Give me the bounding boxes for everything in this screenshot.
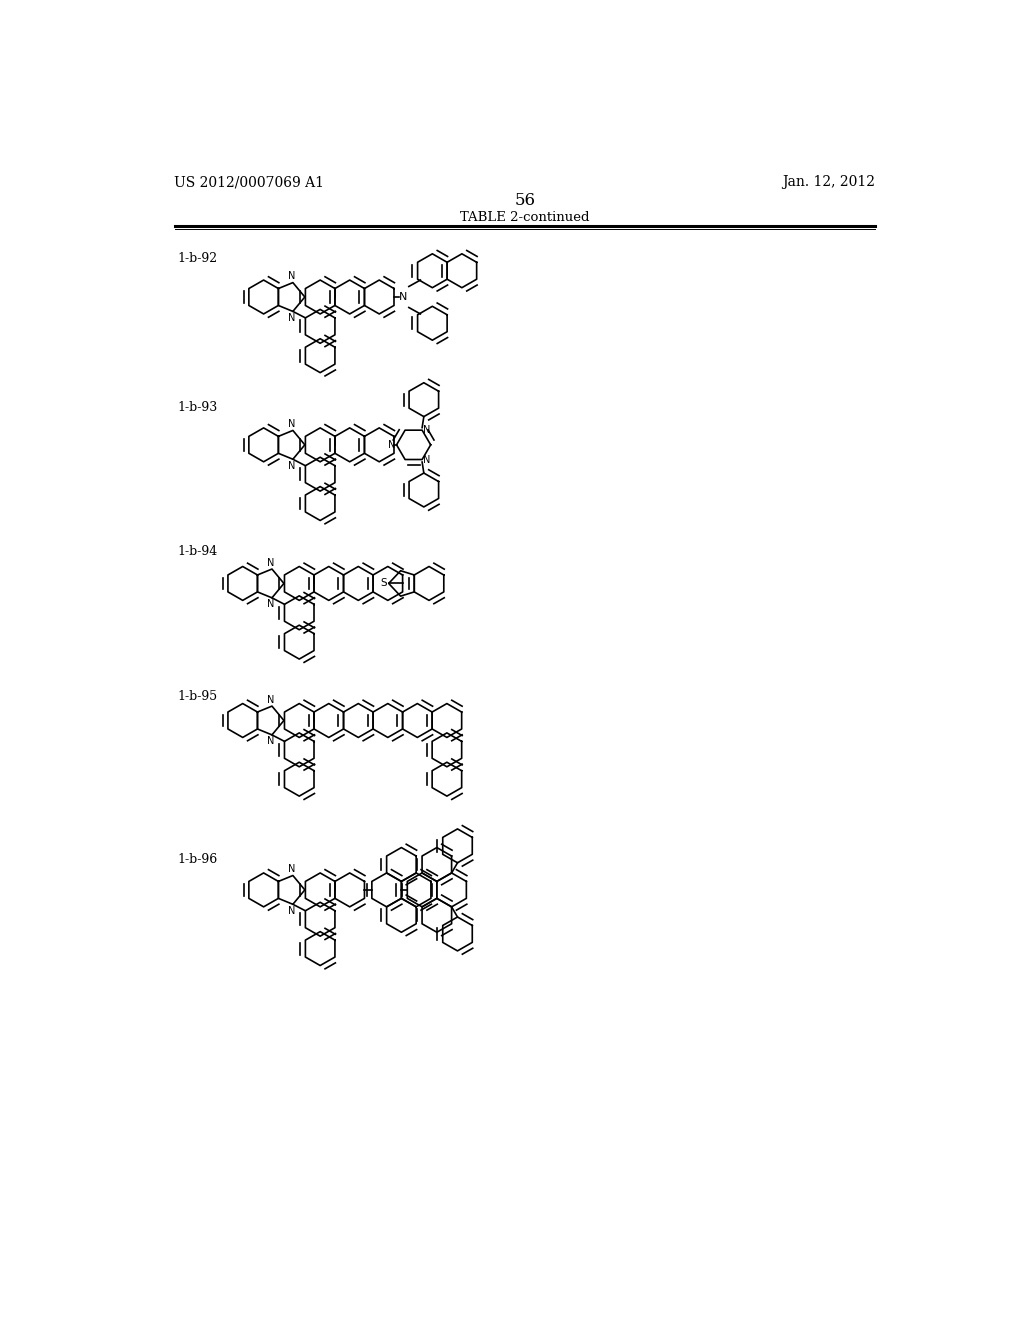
- Text: US 2012/0007069 A1: US 2012/0007069 A1: [174, 176, 325, 189]
- Text: N: N: [267, 694, 274, 705]
- Text: N: N: [399, 292, 408, 302]
- Text: TABLE 2-continued: TABLE 2-continued: [460, 211, 590, 224]
- Text: N: N: [289, 906, 296, 916]
- Text: 1-b-93: 1-b-93: [177, 401, 218, 414]
- Text: N: N: [289, 271, 296, 281]
- Text: 1-b-95: 1-b-95: [177, 689, 218, 702]
- Text: 1-b-92: 1-b-92: [177, 252, 218, 265]
- Text: N: N: [267, 599, 274, 610]
- Text: S: S: [381, 578, 387, 589]
- Text: N: N: [267, 557, 274, 568]
- Text: 1-b-96: 1-b-96: [177, 853, 218, 866]
- Text: N: N: [388, 440, 395, 450]
- Text: 1-b-94: 1-b-94: [177, 545, 218, 558]
- Text: N: N: [289, 865, 296, 874]
- Text: 56: 56: [514, 193, 536, 210]
- Text: N: N: [289, 418, 296, 429]
- Text: Jan. 12, 2012: Jan. 12, 2012: [782, 176, 876, 189]
- Text: N: N: [289, 313, 296, 323]
- Text: N: N: [423, 454, 430, 465]
- Text: N: N: [289, 461, 296, 471]
- Text: N: N: [267, 737, 274, 746]
- Text: N: N: [423, 425, 430, 436]
